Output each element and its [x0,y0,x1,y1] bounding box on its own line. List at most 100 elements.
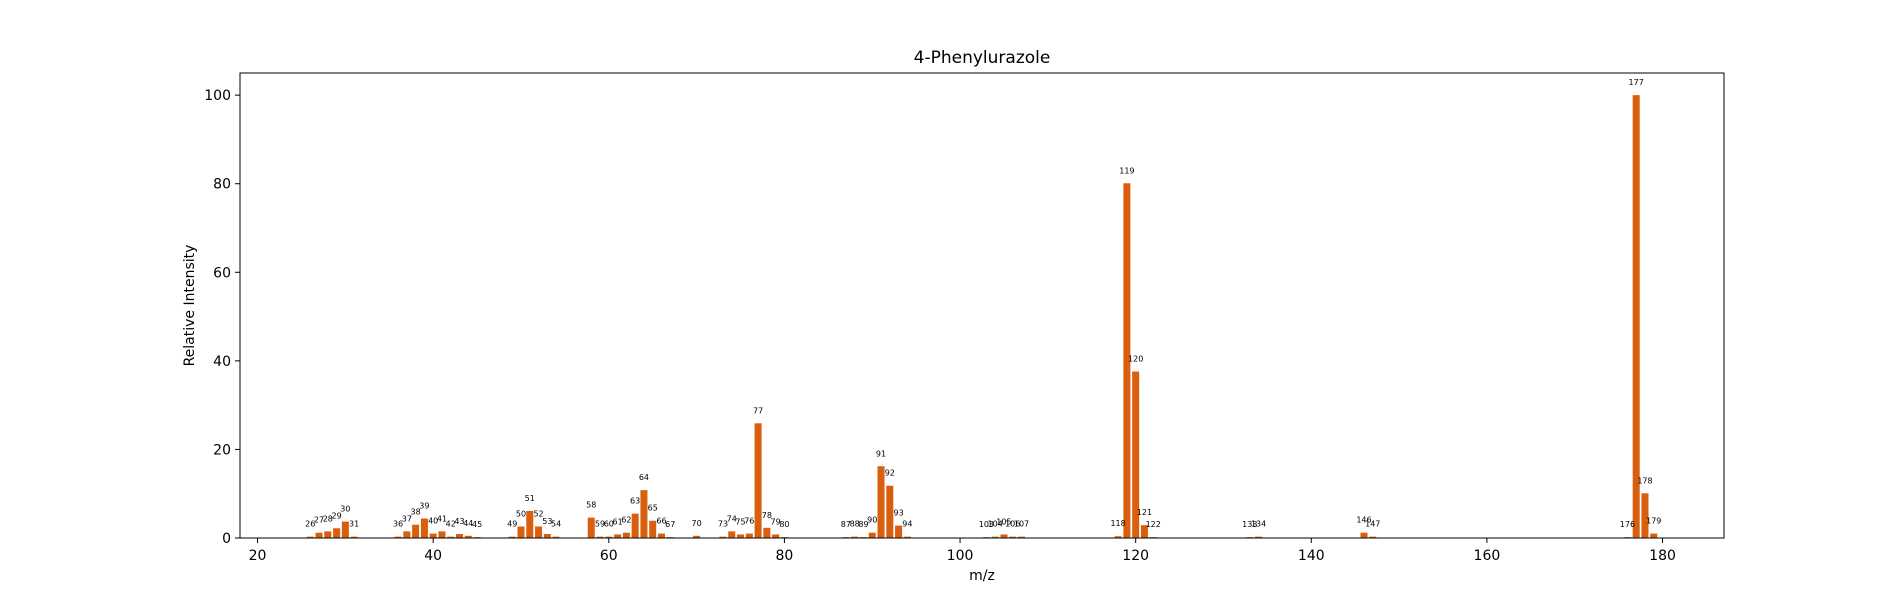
bar-mz-92 [886,485,894,538]
bar-label-mz-103: 103 [979,520,994,529]
bar-label-mz-37: 37 [402,514,412,523]
y-tick-label: 0 [222,531,231,547]
bar-label-mz-178: 178 [1637,476,1652,485]
bar-label-mz-120: 120 [1128,354,1143,363]
chart-title: 4-Phenylurazole [914,48,1051,68]
bar-label-mz-89: 89 [858,520,868,529]
bar-mz-50 [517,526,525,538]
bar-mz-41 [438,531,446,538]
bar-label-mz-79: 79 [771,517,781,526]
bar-label-mz-88: 88 [850,520,860,529]
bar-label-mz-90: 90 [867,516,877,525]
bar-label-mz-40: 40 [428,517,438,526]
bar-mz-91 [877,466,885,538]
bar-mz-178 [1641,493,1649,538]
y-tick-label: 20 [213,442,231,458]
bar-label-mz-39: 39 [419,502,429,511]
bar-label-mz-44: 44 [463,519,473,528]
bar-mz-61 [614,534,622,538]
bar-mz-120 [1132,371,1140,538]
bar-label-mz-121: 121 [1137,508,1152,517]
y-axis-ticks: 0 20 40 60 80 100 [204,88,240,547]
bar-mz-42 [447,536,455,538]
bar-label-mz-30: 30 [340,505,350,514]
bar-label-mz-74: 74 [727,514,737,523]
bar-label-mz-105: 105 [996,517,1011,526]
bar-mz-28 [324,531,332,538]
bar-mz-58 [587,517,595,538]
bar-mz-38 [412,524,420,538]
bar-mz-65 [649,520,657,538]
y-tick-label: 100 [204,88,231,104]
bar-mz-77 [754,423,762,538]
y-axis-label: Relative Intensity [182,245,198,367]
bar-label-mz-63: 63 [630,497,640,506]
bar-mz-29 [333,528,341,538]
bar-mz-44 [464,535,472,538]
bar-mz-31 [350,536,358,538]
bar-mz-107 [1018,536,1026,538]
bar-mz-104 [991,536,999,538]
x-tick-label: 20 [249,548,267,564]
bar-label-mz-64: 64 [639,473,649,482]
bar-label-mz-42: 42 [446,520,456,529]
bar-mz-62 [622,532,630,538]
bar-label-mz-50: 50 [516,509,526,518]
bar-label-mz-66: 66 [656,517,666,526]
bar-label-mz-70: 70 [692,519,702,528]
bar-label-mz-176: 176 [1620,520,1635,529]
x-axis-ticks: 20 40 60 80 100 120 140 160 180 [249,538,1676,564]
bar-mz-54 [552,536,560,538]
bar-label-mz-58: 58 [586,501,596,510]
bar-label-mz-59: 59 [595,520,605,529]
bar-label-mz-26: 26 [305,520,315,529]
bar-label-mz-54: 54 [551,520,561,529]
bar-mz-121 [1140,525,1148,538]
bar-label-mz-177: 177 [1629,78,1644,87]
x-tick-label: 60 [600,548,618,564]
bar-mz-59 [596,536,604,538]
bar-mz-27 [315,532,323,538]
x-tick-label: 120 [1122,548,1149,564]
bar-label-mz-80: 80 [779,520,789,529]
bar-mz-74 [728,531,736,538]
bar-mz-40 [429,533,437,538]
bar-label-mz-93: 93 [893,509,903,518]
bar-mz-106 [1009,536,1017,538]
bar-label-mz-118: 118 [1110,519,1125,528]
bar-label-mz-62: 62 [621,516,631,525]
bar-label-mz-122: 122 [1146,520,1161,529]
bar-label-mz-60: 60 [604,520,614,529]
bar-mz-90 [868,532,876,538]
bar-mz-147 [1369,536,1377,538]
bar-mz-118 [1114,536,1122,538]
bar-label-mz-92: 92 [885,469,895,478]
bar-label-mz-87: 87 [841,520,851,529]
bar-mz-53 [543,534,551,538]
bar-mz-93 [895,525,903,538]
bar-label-mz-53: 53 [542,517,552,526]
bar-mz-88 [851,536,859,538]
bar-mz-36 [394,536,402,538]
bar-label-mz-36: 36 [393,520,403,529]
bar-mz-179 [1650,533,1658,538]
y-tick-label: 80 [213,177,231,193]
bar-mz-26 [306,536,314,538]
bar-mz-52 [535,526,543,538]
bar-label-mz-29: 29 [331,511,341,520]
bar-label-mz-94: 94 [902,520,912,529]
bar-label-mz-179: 179 [1646,517,1661,526]
bar-label-mz-28: 28 [323,514,333,523]
bar-mz-66 [657,533,665,538]
bar-mz-39 [420,518,428,538]
bar-label-mz-51: 51 [525,494,535,503]
bar-mz-43 [456,534,464,538]
bar-label-mz-106: 106 [1005,520,1020,529]
bar-series [306,95,1658,538]
x-axis-label: m/z [969,568,995,584]
bar-mz-78 [763,527,771,538]
bar-label-mz-43: 43 [454,517,464,526]
x-tick-label: 100 [947,548,974,564]
